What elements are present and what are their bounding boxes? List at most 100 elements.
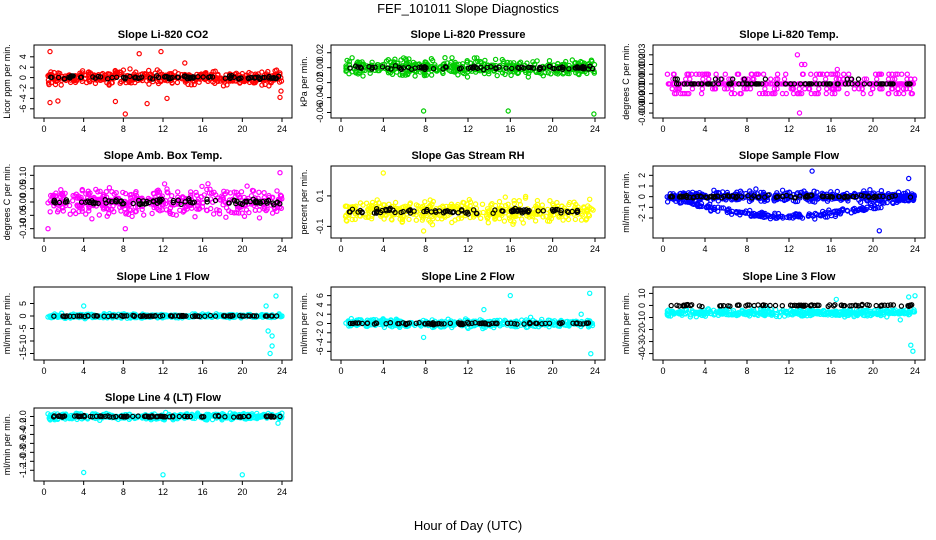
data-point: [349, 55, 355, 61]
data-point: [126, 79, 132, 86]
x-tick-label: 0: [41, 124, 46, 134]
data-point: [836, 312, 843, 318]
x-tick-label: 20: [237, 244, 247, 254]
data-point: [698, 90, 705, 97]
data-point: [904, 76, 910, 82]
data-point: [47, 99, 53, 106]
data-point: [178, 312, 185, 319]
data-point: [122, 111, 129, 117]
data-point: [421, 208, 427, 215]
data-point: [572, 216, 579, 223]
data-point: [852, 81, 858, 87]
data-point: [848, 76, 855, 82]
data-point: [70, 73, 76, 79]
data-point: [347, 320, 353, 327]
y-tick-label: -0.10: [18, 218, 28, 239]
data-point: [478, 320, 484, 327]
data-point: [684, 90, 690, 97]
data-point: [267, 350, 273, 357]
data-point: [864, 313, 871, 319]
data-point: [751, 311, 758, 318]
data-point: [814, 189, 820, 195]
x-tick-label: 12: [158, 366, 168, 376]
data-point: [70, 192, 76, 199]
data-point: [170, 197, 177, 204]
data-point: [728, 76, 734, 82]
data-point: [535, 208, 541, 214]
y-tick-label: -2: [637, 214, 647, 222]
data-point: [387, 205, 393, 211]
data-point: [245, 313, 251, 319]
data-point: [204, 196, 210, 202]
data-point: [472, 201, 479, 207]
y-tick-label: 1: [637, 183, 647, 188]
data-point: [471, 55, 478, 61]
data-point: [352, 216, 358, 222]
data-point: [576, 71, 582, 78]
data-point: [511, 60, 517, 66]
x-tick-label: 24: [277, 244, 287, 254]
data-point: [823, 90, 830, 97]
data-point: [898, 81, 904, 87]
data-point: [690, 195, 696, 201]
points: [45, 48, 285, 117]
data-point: [277, 196, 283, 202]
data-point: [181, 207, 187, 214]
data-point: [868, 312, 874, 319]
y-tick-label: 0: [18, 75, 28, 80]
data-point: [760, 189, 767, 196]
data-point: [206, 190, 213, 196]
data-point: [811, 188, 817, 194]
data-point: [349, 216, 355, 223]
data-point: [842, 81, 849, 87]
data-point: [718, 76, 724, 82]
data-point: [845, 194, 851, 200]
data-point: [832, 90, 838, 97]
data-point: [422, 199, 428, 205]
data-point: [712, 194, 718, 200]
data-point: [420, 203, 426, 210]
y-axis-label: percent per min.: [299, 169, 309, 234]
data-point: [798, 311, 805, 318]
data-point: [83, 79, 90, 86]
data-point: [581, 204, 587, 210]
data-point: [484, 64, 490, 71]
data-point: [51, 313, 57, 319]
data-point: [808, 212, 814, 218]
data-point: [47, 209, 53, 215]
data-point: [277, 204, 283, 210]
data-point: [873, 81, 880, 87]
y-tick-label: 2: [637, 173, 647, 178]
data-point: [196, 313, 203, 320]
x-tick-label: 12: [463, 244, 473, 254]
data-point: [461, 321, 467, 327]
data-point: [587, 196, 593, 202]
data-point: [885, 308, 891, 314]
data-point: [365, 213, 372, 220]
data-point: [126, 206, 133, 213]
data-point: [220, 313, 227, 319]
data-point: [412, 73, 418, 79]
data-point: [853, 193, 859, 200]
x-tick-label: 0: [41, 366, 46, 376]
data-point: [189, 313, 196, 319]
data-point: [580, 321, 586, 327]
data-point: [149, 210, 155, 217]
data-point: [87, 73, 93, 79]
x-tick-label: 24: [590, 244, 600, 254]
data-point: [575, 70, 581, 77]
data-point: [63, 197, 70, 203]
data-point: [797, 195, 803, 201]
data-point: [60, 208, 67, 214]
data-point: [800, 71, 806, 77]
data-point: [577, 321, 583, 327]
x-tick-label: 12: [463, 366, 473, 376]
y-tick-label: 0: [315, 321, 325, 326]
data-point: [755, 212, 762, 219]
data-point: [893, 90, 899, 97]
data-point: [169, 313, 175, 319]
panel-title: Slope Line 3 Flow: [743, 271, 836, 283]
data-point: [428, 72, 435, 78]
